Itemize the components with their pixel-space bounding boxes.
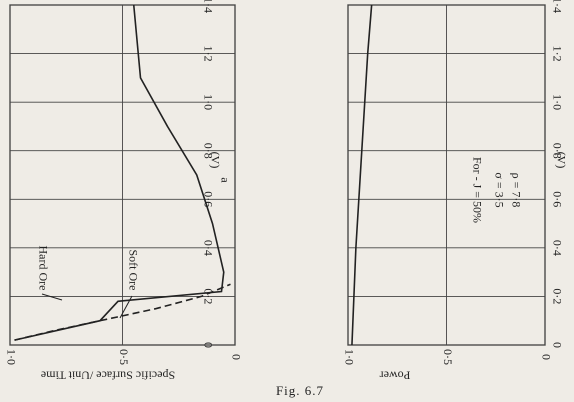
v-tick-label: 0 <box>550 342 564 348</box>
v-tick-label: 0·4 <box>550 240 564 256</box>
v-axis-title: (V) <box>554 152 568 169</box>
value-tick-label: 0 <box>539 354 553 360</box>
annotation: a <box>218 177 232 183</box>
label-arrow <box>41 293 63 301</box>
v-tick-label: 1·2 <box>550 46 564 62</box>
annotation: ρ = 7·8 <box>509 173 523 208</box>
value-tick-label: 0·5 <box>441 349 455 365</box>
value-tick-label: 0·5 <box>117 349 131 365</box>
v-tick-label: 0 <box>201 342 215 348</box>
v-tick-label: 0·6 <box>550 191 564 207</box>
v-axis-title: (V) <box>208 152 222 169</box>
v-tick-label: 1·4 <box>550 0 564 13</box>
value-axis-title: Power <box>380 368 411 382</box>
value-axis-title: Specific Surface /Unit Time <box>41 368 175 382</box>
value-tick-label: 1·0 <box>342 349 356 365</box>
series-label: Hard Ore <box>36 246 50 291</box>
v-tick-label: 1·2 <box>201 46 215 62</box>
v-tick-label: 1·0 <box>550 94 564 110</box>
v-tick-label: 1·4 <box>201 0 215 13</box>
v-tick-label: 0·2 <box>550 288 564 304</box>
data-line <box>14 4 225 341</box>
v-tick-label: 0·6 <box>201 191 215 207</box>
label-arrow <box>119 295 133 319</box>
data-line <box>351 4 373 346</box>
annotation: For - J = 50% <box>470 157 484 223</box>
series-label: Soft Ore <box>126 250 140 291</box>
v-tick-label: 0·4 <box>201 240 215 256</box>
figure-caption: Fig. 6.7 <box>276 383 324 398</box>
v-tick-label: 1·0 <box>201 94 215 110</box>
value-tick-label: 1·0 <box>4 349 18 365</box>
v-tick-label: 0·8 <box>201 143 215 159</box>
v-tick-label: 0·8 <box>550 143 564 159</box>
value-tick-label: 0 <box>229 354 243 360</box>
annotation: σ = 3·5 <box>492 172 506 207</box>
